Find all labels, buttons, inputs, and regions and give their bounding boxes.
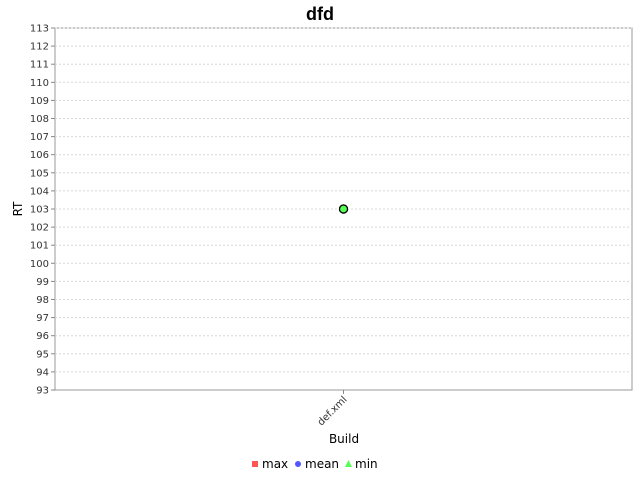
- legend-marker-triangle: [345, 460, 352, 467]
- y-tick-label: 112: [30, 42, 49, 53]
- y-tick-label: 109: [30, 96, 49, 107]
- y-tick-label: 105: [30, 168, 49, 179]
- chart-title: dfd: [306, 4, 334, 24]
- y-tick-label: 95: [36, 349, 49, 360]
- legend-label: min: [355, 457, 378, 471]
- y-tick-label: 100: [30, 259, 49, 270]
- y-tick-label: 96: [36, 331, 49, 342]
- y-tick-label: 108: [30, 114, 49, 125]
- y-tick-label: 94: [36, 367, 49, 378]
- x-axis-label: Build: [329, 432, 359, 446]
- y-tick-label: 107: [30, 132, 49, 143]
- y-tick-label: 113: [30, 24, 49, 35]
- y-tick-label: 98: [36, 295, 49, 306]
- legend-label: max: [262, 457, 288, 471]
- legend-item-max: max: [252, 457, 288, 471]
- y-tick-label: 103: [30, 205, 49, 216]
- x-axis-ticks: def.xml: [316, 390, 350, 428]
- legend-marker-square: [252, 461, 258, 467]
- y-tick-label: 99: [36, 277, 49, 288]
- y-tick-label: 93: [36, 386, 49, 397]
- y-tick-label: 110: [30, 78, 49, 89]
- legend-marker-circle: [295, 461, 301, 467]
- legend-item-min: min: [345, 457, 378, 471]
- legend: max mean min: [252, 457, 378, 471]
- y-tick-label: 106: [30, 150, 49, 161]
- y-axis-ticks: 93 94 95 96 97 98 99 100 101 102 103 104 105 106 107 10…: [30, 24, 55, 397]
- x-tick-label: def.xml: [316, 394, 350, 428]
- y-tick-label: 104: [30, 186, 49, 197]
- y-tick-label: 97: [36, 313, 49, 324]
- data-point-min: [338, 204, 349, 214]
- y-tick-label: 111: [30, 60, 49, 71]
- y-axis-label: RT: [11, 201, 25, 216]
- y-tick-label: 102: [30, 223, 49, 234]
- legend-label: mean: [305, 457, 339, 471]
- data-points: [338, 204, 349, 214]
- legend-item-mean: mean: [295, 457, 339, 471]
- y-tick-label: 101: [30, 241, 49, 252]
